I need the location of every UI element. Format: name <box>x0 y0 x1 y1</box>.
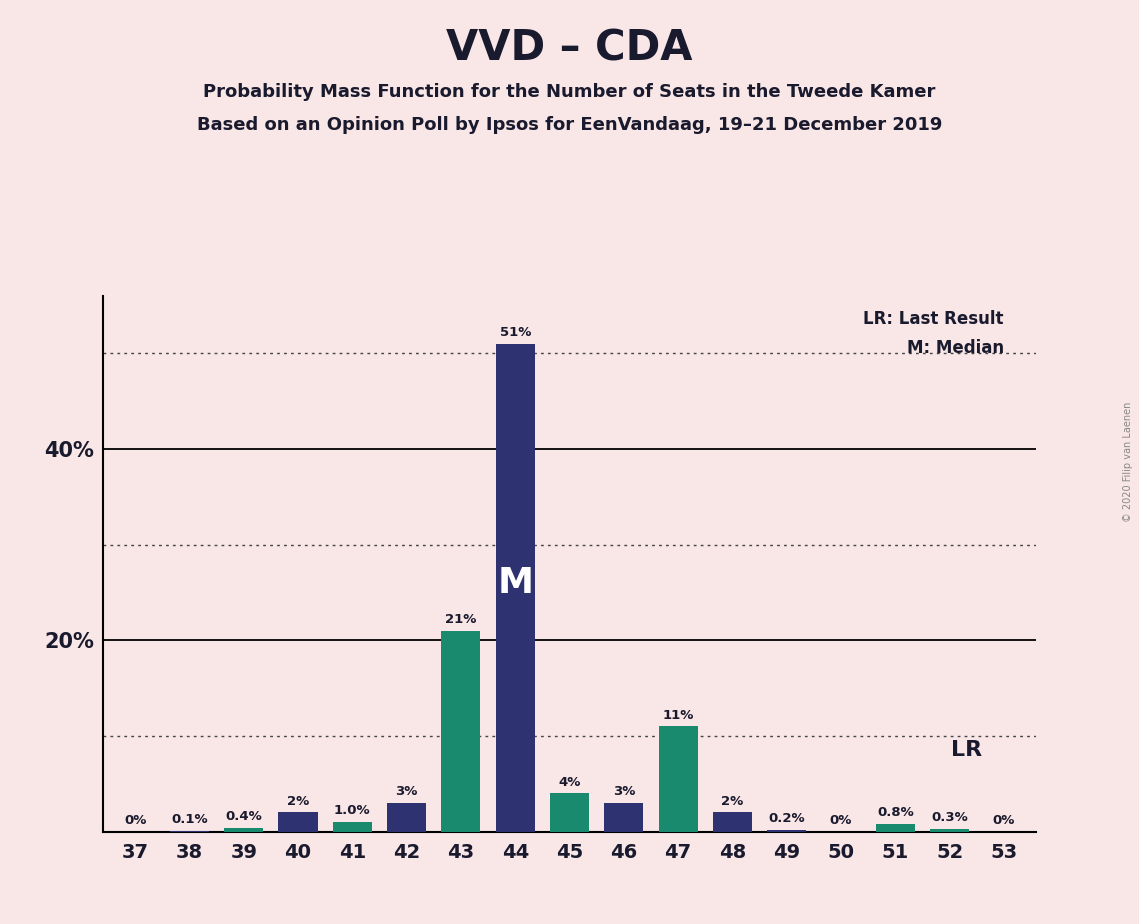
Bar <box>441 630 481 832</box>
Text: 0.2%: 0.2% <box>769 812 805 825</box>
Bar <box>550 794 589 832</box>
Text: 0.1%: 0.1% <box>171 813 207 826</box>
Text: 21%: 21% <box>445 613 476 626</box>
Text: 3%: 3% <box>395 785 418 798</box>
Text: 0%: 0% <box>124 814 146 827</box>
Text: 51%: 51% <box>500 326 531 339</box>
Text: © 2020 Filip van Laenen: © 2020 Filip van Laenen <box>1123 402 1133 522</box>
Bar <box>170 831 208 832</box>
Text: 3%: 3% <box>613 785 634 798</box>
Text: 11%: 11% <box>663 709 694 722</box>
Text: 2%: 2% <box>287 795 309 808</box>
Text: 4%: 4% <box>558 775 581 788</box>
Bar <box>224 828 263 832</box>
Bar <box>931 829 969 832</box>
Bar <box>713 812 752 832</box>
Bar <box>876 824 915 832</box>
Bar <box>333 822 371 832</box>
Bar <box>278 812 318 832</box>
Text: Probability Mass Function for the Number of Seats in the Tweede Kamer: Probability Mass Function for the Number… <box>204 83 935 101</box>
Text: 0.4%: 0.4% <box>226 810 262 823</box>
Text: 0.3%: 0.3% <box>932 811 968 824</box>
Bar <box>495 344 534 832</box>
Text: 0%: 0% <box>830 814 852 827</box>
Bar <box>658 726 698 832</box>
Text: M: Median: M: Median <box>907 339 1003 357</box>
Text: Based on an Opinion Poll by Ipsos for EenVandaag, 19–21 December 2019: Based on an Opinion Poll by Ipsos for Ee… <box>197 116 942 133</box>
Text: VVD – CDA: VVD – CDA <box>446 28 693 69</box>
Text: 2%: 2% <box>721 795 744 808</box>
Bar <box>768 830 806 832</box>
Bar <box>387 803 426 832</box>
Text: LR: Last Result: LR: Last Result <box>863 310 1003 328</box>
Text: M: M <box>498 565 533 600</box>
Text: LR: LR <box>951 740 982 760</box>
Text: 1.0%: 1.0% <box>334 804 370 817</box>
Text: 0%: 0% <box>993 814 1015 827</box>
Bar <box>605 803 644 832</box>
Text: 0.8%: 0.8% <box>877 806 913 820</box>
